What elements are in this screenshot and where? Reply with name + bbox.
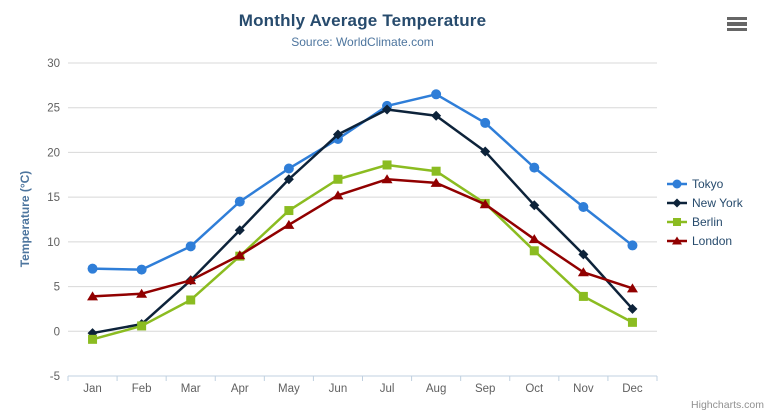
data-point[interactable] bbox=[382, 160, 392, 170]
data-point[interactable] bbox=[136, 264, 147, 275]
legend-item-label: Berlin bbox=[692, 215, 723, 229]
data-point[interactable] bbox=[234, 196, 245, 207]
y-axis-label: 25 bbox=[47, 103, 60, 115]
legend-marker-symbol[interactable] bbox=[672, 198, 682, 208]
square-legend-marker-icon bbox=[667, 218, 687, 226]
data-point[interactable] bbox=[332, 129, 343, 140]
data-point[interactable] bbox=[283, 163, 294, 174]
data-point[interactable] bbox=[528, 234, 540, 244]
data-point[interactable] bbox=[431, 110, 442, 121]
x-axis-label: Dec bbox=[622, 383, 643, 395]
data-point[interactable] bbox=[332, 190, 344, 200]
x-axis-label: Oct bbox=[525, 383, 544, 395]
data-point[interactable] bbox=[578, 291, 588, 301]
x-axis-label: May bbox=[278, 383, 300, 395]
data-point[interactable] bbox=[529, 162, 540, 173]
data-point[interactable] bbox=[284, 206, 294, 216]
x-axis-label: Mar bbox=[181, 383, 201, 395]
chart-subtitle: Source: WorldClimate.com bbox=[291, 35, 434, 49]
data-point[interactable] bbox=[87, 291, 99, 301]
series-tokyo bbox=[87, 89, 638, 275]
data-point[interactable] bbox=[480, 146, 491, 157]
data-point[interactable] bbox=[234, 250, 246, 260]
legend-marker-symbol[interactable] bbox=[672, 236, 682, 245]
data-point[interactable] bbox=[186, 295, 196, 305]
legend-item-label: London bbox=[692, 234, 733, 248]
credits-link[interactable]: Highcharts.com bbox=[691, 399, 764, 411]
series-london bbox=[87, 174, 638, 301]
data-point[interactable] bbox=[283, 219, 295, 229]
x-axis-label: Jul bbox=[380, 383, 395, 395]
legend: Tokyo New York Berlin London bbox=[667, 176, 743, 249]
y-axis-label: 15 bbox=[47, 192, 60, 204]
x-axis-label: Jun bbox=[329, 383, 348, 395]
legend-item-label: New York bbox=[692, 196, 743, 210]
series-line[interactable] bbox=[91, 163, 634, 341]
data-point[interactable] bbox=[578, 201, 589, 212]
y-axis-label: 30 bbox=[47, 58, 60, 70]
data-point[interactable] bbox=[430, 177, 442, 187]
x-axis-label: Apr bbox=[231, 383, 249, 395]
series-line[interactable] bbox=[91, 93, 634, 271]
legend-item-new-york[interactable]: New York bbox=[667, 195, 743, 211]
data-point[interactable] bbox=[627, 317, 637, 327]
circle-legend-marker-icon bbox=[667, 179, 687, 189]
data-point[interactable] bbox=[529, 200, 540, 211]
x-axis-label: Aug bbox=[426, 383, 446, 395]
y-axis-label: 10 bbox=[47, 237, 60, 249]
legend-item-london[interactable]: London bbox=[667, 233, 743, 249]
legend-marker-symbol[interactable] bbox=[672, 179, 682, 189]
chart-title: Monthly Average Temperature bbox=[238, 11, 487, 30]
legend-marker-symbol[interactable] bbox=[673, 218, 681, 226]
data-point[interactable] bbox=[137, 321, 147, 331]
legend-item-berlin[interactable]: Berlin bbox=[667, 214, 743, 230]
data-point[interactable] bbox=[333, 174, 343, 184]
data-point[interactable] bbox=[627, 303, 638, 314]
data-point[interactable] bbox=[283, 174, 294, 185]
data-point[interactable] bbox=[88, 334, 98, 344]
data-point[interactable] bbox=[578, 249, 589, 260]
data-point[interactable] bbox=[431, 89, 442, 100]
data-point[interactable] bbox=[626, 283, 638, 293]
data-point[interactable] bbox=[627, 240, 638, 251]
data-point[interactable] bbox=[87, 263, 98, 274]
data-point[interactable] bbox=[479, 199, 491, 209]
series-new-york bbox=[87, 104, 638, 339]
y-axis-label: -5 bbox=[50, 371, 60, 383]
y-axis-label: 5 bbox=[54, 282, 60, 294]
series-line[interactable] bbox=[91, 108, 634, 335]
data-point[interactable] bbox=[529, 246, 539, 256]
chart-context-menu-button[interactable] bbox=[725, 13, 749, 35]
data-point[interactable] bbox=[431, 166, 441, 176]
data-point[interactable] bbox=[185, 241, 196, 252]
y-axis-label: 0 bbox=[54, 326, 60, 338]
x-axis-label: Sep bbox=[475, 383, 495, 395]
y-axis-label: 20 bbox=[47, 147, 60, 159]
series-line[interactable] bbox=[91, 178, 634, 298]
data-point[interactable] bbox=[577, 267, 589, 277]
data-point[interactable] bbox=[234, 225, 245, 236]
diamond-legend-marker-icon bbox=[667, 198, 687, 208]
x-axis-label: Feb bbox=[132, 383, 152, 395]
x-axis-label: Nov bbox=[573, 383, 594, 395]
x-axis-label: Jan bbox=[83, 383, 102, 395]
data-point[interactable] bbox=[480, 117, 491, 128]
data-point[interactable] bbox=[185, 275, 197, 285]
data-point[interactable] bbox=[136, 288, 148, 298]
triangle-legend-marker-icon bbox=[667, 236, 687, 245]
data-point[interactable] bbox=[381, 174, 393, 184]
legend-item-label: Tokyo bbox=[692, 177, 724, 191]
legend-item-tokyo[interactable]: Tokyo bbox=[667, 176, 743, 192]
data-point[interactable] bbox=[382, 104, 393, 115]
